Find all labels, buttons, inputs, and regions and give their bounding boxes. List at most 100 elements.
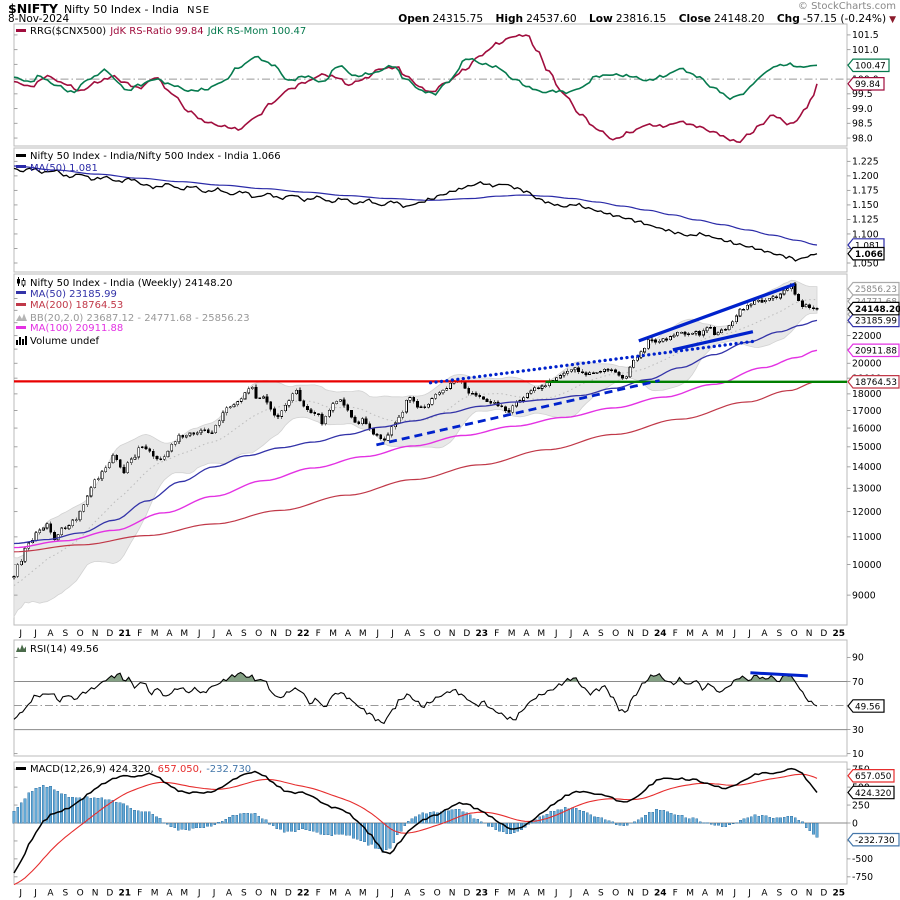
low-value: 23816.15 bbox=[615, 13, 667, 25]
histogram-bar bbox=[165, 822, 169, 825]
ratio-line bbox=[13, 167, 818, 262]
candlestick-icon bbox=[17, 277, 26, 287]
histogram-bar bbox=[414, 816, 417, 824]
candle-body bbox=[12, 576, 16, 578]
candle-body bbox=[606, 369, 610, 371]
candle-body bbox=[379, 434, 383, 440]
rs-ratio-line bbox=[13, 33, 818, 144]
histogram-bar bbox=[779, 817, 782, 824]
histogram-bar bbox=[709, 822, 713, 825]
histogram-bar bbox=[282, 822, 286, 833]
candle-body bbox=[602, 369, 606, 372]
y-tick-label: 30 bbox=[852, 725, 864, 736]
candle-body bbox=[177, 434, 181, 443]
candle-body bbox=[104, 467, 108, 473]
x-axis-label: N bbox=[270, 889, 277, 899]
y-tick-label: 9000 bbox=[852, 590, 876, 601]
histogram-bar bbox=[735, 822, 739, 824]
x-axis-label: 23 bbox=[476, 629, 489, 639]
histogram-bar bbox=[381, 822, 385, 853]
candle-body bbox=[133, 456, 137, 460]
candle-body bbox=[698, 331, 702, 336]
candle-body bbox=[540, 385, 544, 389]
histogram-bar bbox=[687, 818, 691, 824]
candle-body bbox=[258, 397, 262, 400]
candle-body bbox=[430, 398, 434, 405]
histogram-bar bbox=[89, 797, 93, 824]
x-axis-label: A bbox=[761, 889, 768, 899]
ohlc-quote: Open 24315.75 High 24537.60 Low 23816.15 Cl… bbox=[389, 13, 896, 25]
high-value: 24537.60 bbox=[526, 13, 577, 25]
x-axis-label: M bbox=[151, 629, 159, 639]
rs-mom-value: JdK RS-Mom 100.47 bbox=[207, 26, 307, 37]
legend-label: RRG($CNX500) bbox=[30, 26, 107, 37]
histogram-bar bbox=[494, 822, 498, 830]
histogram-bar bbox=[560, 809, 563, 824]
candle-body bbox=[481, 396, 485, 400]
histogram-bar bbox=[739, 819, 742, 824]
histogram-bar bbox=[308, 822, 312, 831]
candle-body bbox=[412, 397, 416, 402]
axis-badge-label: 424.320 bbox=[855, 789, 892, 799]
histogram-bar bbox=[603, 819, 607, 824]
x-axis-label: A bbox=[166, 889, 173, 899]
candle-body bbox=[437, 392, 441, 395]
line-swatch bbox=[16, 302, 26, 306]
candle-body bbox=[408, 397, 412, 401]
candle-body bbox=[712, 327, 716, 335]
candle-body bbox=[34, 532, 38, 541]
y-tick-label: 18000 bbox=[852, 389, 882, 400]
histogram-bar bbox=[122, 803, 125, 824]
candle-body bbox=[265, 396, 269, 403]
histogram-bar bbox=[352, 822, 355, 839]
ma100-line bbox=[13, 349, 818, 549]
ma200-label: MA(200) 18764.53 bbox=[30, 300, 124, 311]
candle-body bbox=[709, 327, 713, 329]
x-axis-label: J bbox=[197, 629, 201, 639]
histogram-bar bbox=[589, 814, 593, 824]
candle-body bbox=[793, 283, 797, 295]
axis-badge bbox=[847, 769, 895, 783]
x-axis-label: S bbox=[776, 889, 782, 899]
candle-body bbox=[654, 339, 658, 343]
histogram-bar bbox=[790, 816, 793, 824]
candle-body bbox=[635, 357, 639, 361]
candle-body bbox=[360, 418, 364, 425]
x-axis-label: J bbox=[33, 629, 37, 639]
histogram-bar bbox=[107, 799, 111, 824]
x-axis-label: 25 bbox=[833, 629, 846, 639]
ma100-label: MA(100) 20911.88 bbox=[30, 323, 124, 334]
candle-body bbox=[720, 329, 724, 334]
rsi-legend-label: RSI(14) 49.56 bbox=[30, 644, 99, 655]
candle-body bbox=[23, 547, 27, 562]
y-tick-label: 98.5 bbox=[852, 119, 873, 130]
candle-body bbox=[280, 410, 284, 417]
trendline-lower bbox=[672, 330, 754, 352]
histogram-bar bbox=[593, 816, 596, 824]
axis-badge-label: 23185.99 bbox=[855, 317, 897, 327]
axis-badge-label: 24148.20 bbox=[855, 305, 900, 315]
y-tick-label: 13000 bbox=[852, 484, 882, 495]
y-tick-label: 10000 bbox=[852, 560, 882, 571]
histogram-bar bbox=[206, 822, 209, 827]
histogram-bar bbox=[249, 813, 253, 824]
histogram-bar bbox=[454, 809, 458, 824]
histogram-bar bbox=[355, 822, 359, 840]
histogram-bar bbox=[12, 811, 16, 824]
rsi-overbought-fill bbox=[14, 672, 817, 682]
candle-body bbox=[181, 434, 185, 438]
candle-body bbox=[100, 471, 104, 479]
open-label: Open bbox=[398, 13, 430, 25]
candle-body bbox=[166, 450, 170, 458]
histogram-bar bbox=[125, 805, 129, 824]
candle-body bbox=[85, 495, 89, 506]
chg-label: Chg bbox=[776, 13, 800, 25]
instrument-name: Nifty 50 Index - India bbox=[63, 3, 179, 16]
candle-body bbox=[41, 527, 45, 531]
bollinger-band-area bbox=[13, 279, 818, 619]
histogram-bar bbox=[293, 822, 297, 832]
candle-body bbox=[239, 398, 243, 402]
histogram-bar bbox=[71, 797, 74, 824]
histogram-bar bbox=[753, 814, 757, 824]
ratio-legend-label: Nifty 50 Index - India/Nifty 500 Index -… bbox=[30, 151, 281, 162]
